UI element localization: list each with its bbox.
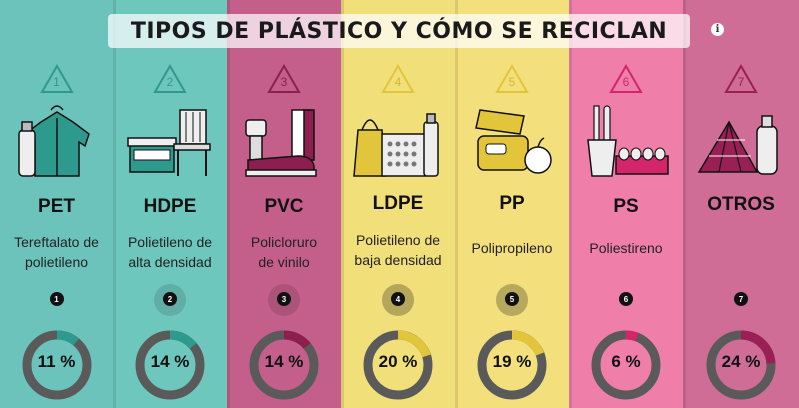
number-dot: 6 — [619, 292, 633, 306]
plastic-name-line1: Polietileno de — [127, 234, 213, 250]
donut-value-arc — [135, 330, 205, 400]
resin-number: 2 — [166, 75, 174, 89]
title-banner: TIPOS DE PLÁSTICO Y CÓMO SE RECICLAN — [108, 14, 690, 48]
column-pp: 5 PP Polipropileno 5 19 % — [455, 0, 569, 408]
column-hdpe: 2 HDPE Polietileno de alta densidad 2 14… — [113, 0, 227, 408]
info-icon[interactable]: i — [711, 23, 724, 36]
column-divider — [455, 0, 458, 408]
donut-value-arc — [591, 330, 661, 400]
plastic-name-line1: Tereftalato de — [14, 234, 99, 250]
plastic-name-line1: Polipropileno — [471, 240, 553, 256]
percent-donut — [20, 328, 94, 402]
column-pvc: 3 PVC Policloruro de vinilo 3 14 % — [227, 0, 341, 408]
percent-label: 24 % — [721, 352, 761, 371]
recycle-triangle-icon: 1 — [39, 64, 74, 94]
column-otros: 7 OTROS 7 24 % — [683, 0, 799, 408]
cutlery-eggcarton-icon — [580, 100, 672, 180]
number-dot: 4 — [391, 292, 405, 306]
plastic-name-line1: Polietileno de — [355, 232, 441, 248]
bag-container-icon — [352, 100, 444, 180]
plastic-code: LDPE — [372, 193, 424, 214]
column-divider — [569, 0, 572, 408]
jacket-bottle-icon — [11, 100, 103, 180]
plastic-name-line2: de vinilo — [258, 254, 310, 270]
resin-number: 4 — [394, 75, 402, 89]
column-divider — [683, 0, 686, 408]
plastic-code: PVC — [264, 196, 304, 217]
tent-bottle-icon — [695, 100, 787, 180]
plastic-name-line2: baja densidad — [354, 252, 442, 268]
page-title: TIPOS DE PLÁSTICO Y CÓMO SE RECICLAN — [130, 18, 668, 44]
column-ldpe: 4 LDPE Polietileno de baja densidad 4 20… — [341, 0, 455, 408]
recycle-triangle-icon: 6 — [609, 64, 643, 94]
recycle-triangle-icon: 5 — [495, 64, 529, 94]
donut-value-arc — [363, 330, 433, 400]
percent-label: 11 % — [37, 352, 76, 371]
percent-donut — [133, 328, 207, 402]
recycle-triangle-icon: 4 — [381, 64, 415, 94]
column-pet: 1 PET Tereftalato de polietileno 1 11 % — [0, 0, 113, 408]
number-dot: 7 — [734, 292, 748, 306]
resin-number: 1 — [53, 75, 60, 89]
chair-table-icon — [124, 100, 216, 180]
pipe-shoe-icon — [238, 100, 330, 180]
resin-number: 3 — [280, 75, 288, 89]
donut-value-arc — [477, 330, 547, 400]
percent-donut — [247, 328, 321, 402]
percent-donut — [589, 328, 663, 402]
resin-number: 6 — [622, 75, 630, 89]
plastic-name-line1: Poliestireno — [589, 240, 663, 256]
plastic-name-line2: alta densidad — [128, 254, 212, 270]
plastic-name-line1: Policloruro — [250, 234, 318, 250]
donut-value-arc — [22, 330, 91, 400]
plastic-name-line2: polietileno — [24, 254, 89, 270]
column-divider — [341, 0, 344, 408]
percent-donut — [475, 328, 549, 402]
number-dot: 5 — [505, 292, 519, 306]
percent-label: 14 % — [264, 352, 304, 371]
plastic-code: PP — [499, 193, 525, 214]
column-ps: 6 PS Poliestireno 6 6 % — [569, 0, 683, 408]
resin-number: 5 — [508, 75, 516, 89]
number-dot: 3 — [277, 292, 291, 306]
donut-value-arc — [706, 330, 776, 400]
lunchbox-icon — [466, 100, 558, 180]
plastic-code: OTROS — [707, 194, 775, 215]
recycle-triangle-icon: 3 — [267, 64, 301, 94]
column-divider — [227, 0, 230, 408]
percent-label: 14 % — [150, 352, 190, 371]
percent-label: 19 % — [492, 352, 532, 371]
plastic-code: PS — [613, 196, 639, 217]
recycle-triangle-icon: 7 — [724, 64, 758, 94]
column-divider — [113, 0, 116, 408]
plastic-code: HDPE — [143, 196, 197, 217]
donut-value-arc — [249, 330, 319, 400]
resin-number: 7 — [737, 75, 745, 89]
percent-donut — [704, 328, 778, 402]
percent-label: 6 % — [611, 352, 641, 371]
number-dot: 2 — [163, 292, 177, 306]
recycle-triangle-icon: 2 — [153, 64, 187, 94]
number-dot: 1 — [49, 292, 64, 306]
plastic-code: PET — [38, 196, 75, 217]
percent-donut — [361, 328, 435, 402]
percent-label: 20 % — [378, 352, 418, 371]
